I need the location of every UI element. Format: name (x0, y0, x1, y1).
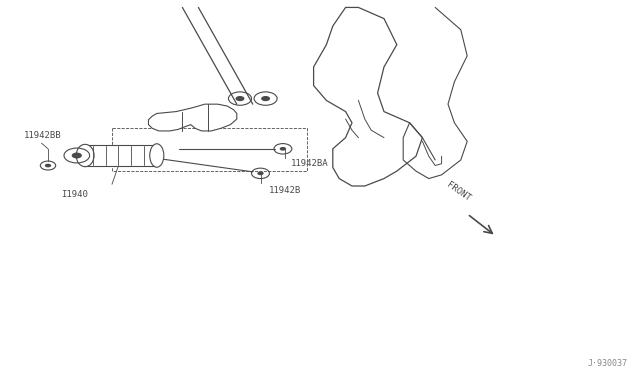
Circle shape (257, 171, 264, 175)
Polygon shape (314, 7, 422, 186)
Text: FRONT: FRONT (445, 180, 472, 203)
Text: I1940: I1940 (61, 190, 88, 199)
Text: J·930037: J·930037 (588, 359, 627, 368)
Ellipse shape (76, 144, 94, 167)
Circle shape (261, 96, 270, 101)
Circle shape (72, 153, 82, 158)
Polygon shape (148, 104, 237, 131)
Text: 11942B: 11942B (269, 186, 301, 195)
Circle shape (45, 164, 51, 167)
Circle shape (236, 96, 244, 101)
Bar (83, 145, 157, 166)
Text: 11942BA: 11942BA (291, 159, 329, 168)
Text: 11942BB: 11942BB (24, 131, 62, 140)
Ellipse shape (150, 144, 164, 167)
Circle shape (280, 147, 286, 151)
